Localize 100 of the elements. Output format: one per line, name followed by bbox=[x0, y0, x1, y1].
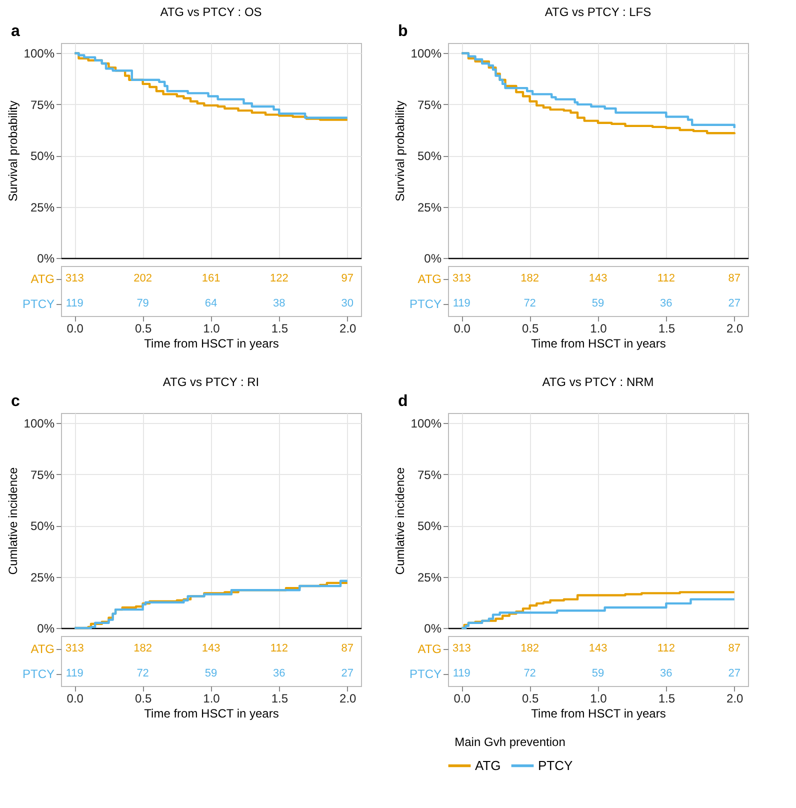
y-tick-label: 75% bbox=[417, 98, 442, 112]
y-axis-title: Survival probability bbox=[6, 100, 20, 202]
x-tick-label: 2.0 bbox=[726, 322, 744, 336]
text: ATG bbox=[30, 272, 54, 286]
x-axis-title: Time from HSCT in years bbox=[144, 336, 279, 350]
text: 119 bbox=[66, 298, 84, 310]
text: c bbox=[11, 393, 20, 410]
x-tick-label: 1.5 bbox=[658, 692, 676, 706]
x-tick-label: 0.5 bbox=[522, 322, 539, 336]
y-axis-title: Survival probability bbox=[392, 100, 407, 202]
y-tick-label: 75% bbox=[417, 468, 442, 482]
y-tick-label: 50% bbox=[30, 519, 55, 534]
text: 72 bbox=[524, 298, 536, 310]
text: 119 bbox=[452, 668, 470, 680]
y-tick-label: 50% bbox=[417, 149, 442, 164]
text: 119 bbox=[452, 298, 470, 310]
y-tick-label: 50% bbox=[417, 519, 442, 534]
text: 182 bbox=[520, 642, 539, 654]
text: 313 bbox=[452, 272, 471, 284]
x-tick-label: 0.5 bbox=[522, 692, 539, 706]
x-axis-title: Time from HSCT in years bbox=[531, 706, 666, 720]
x-tick-label: 1.0 bbox=[590, 692, 608, 706]
legend-label: ATG bbox=[475, 758, 501, 773]
y-tick-label: 25% bbox=[417, 200, 442, 214]
text: 59 bbox=[592, 668, 604, 680]
chart-title: ATG vs PTCY : NRM bbox=[542, 375, 654, 389]
y-tick-label: 100% bbox=[410, 416, 442, 431]
text: 59 bbox=[204, 668, 218, 680]
x-tick-label: 1.0 bbox=[203, 692, 220, 706]
text: ATG bbox=[418, 642, 442, 656]
text: 30 bbox=[341, 298, 354, 310]
y-tick-label: 0% bbox=[37, 622, 55, 636]
x-tick-label: 0.5 bbox=[134, 692, 152, 706]
x-tick-label: 1.0 bbox=[203, 322, 220, 336]
text: 27 bbox=[728, 668, 740, 680]
text: 72 bbox=[136, 668, 149, 680]
text: 27 bbox=[728, 298, 740, 310]
text: d bbox=[398, 393, 408, 410]
x-tick-label: 0.0 bbox=[66, 322, 84, 336]
chart-title: ATG vs PTCY : OS bbox=[160, 5, 262, 19]
y-tick-label: 25% bbox=[30, 570, 55, 584]
text: 59 bbox=[592, 298, 604, 310]
x-axis-title: Time from HSCT in years bbox=[531, 336, 666, 350]
text: 64 bbox=[204, 298, 218, 310]
y-tick-label: 0% bbox=[37, 252, 55, 266]
x-tick-label: 2.0 bbox=[726, 692, 744, 706]
text: 143 bbox=[588, 272, 608, 284]
legend-label: PTCY bbox=[538, 758, 573, 773]
x-tick-label: 1.5 bbox=[271, 692, 288, 706]
text: 202 bbox=[134, 272, 152, 284]
text: PTCY bbox=[409, 297, 442, 311]
y-tick-label: 0% bbox=[424, 622, 442, 636]
y-tick-label: 75% bbox=[30, 98, 55, 112]
text: 87 bbox=[728, 272, 740, 284]
x-tick-label: 2.0 bbox=[340, 322, 357, 336]
y-tick-label: 75% bbox=[30, 468, 55, 482]
text: b bbox=[398, 23, 408, 40]
x-tick-label: 0.0 bbox=[454, 692, 471, 706]
legend-title: Main Gvh prevention bbox=[454, 735, 566, 749]
text: 143 bbox=[588, 642, 608, 654]
text: 36 bbox=[660, 668, 672, 680]
text: 87 bbox=[341, 642, 354, 654]
y-tick-label: 50% bbox=[30, 149, 55, 164]
y-tick-label: 0% bbox=[424, 252, 442, 266]
text: 112 bbox=[657, 642, 675, 654]
text: PTCY bbox=[22, 297, 54, 311]
text: 313 bbox=[65, 272, 84, 284]
text: 161 bbox=[202, 272, 220, 284]
text: 143 bbox=[202, 642, 220, 654]
text: 122 bbox=[270, 272, 288, 284]
text: 119 bbox=[66, 668, 84, 680]
x-tick-label: 1.5 bbox=[271, 322, 288, 336]
y-tick-label: 100% bbox=[24, 416, 55, 431]
text: 87 bbox=[728, 642, 740, 654]
text: 27 bbox=[341, 668, 354, 680]
text: a bbox=[11, 23, 20, 40]
chart-title: ATG vs PTCY : RI bbox=[162, 375, 260, 389]
x-axis-title: Time from HSCT in years bbox=[144, 706, 279, 720]
chart-title: ATG vs PTCY : LFS bbox=[544, 5, 652, 19]
text: PTCY bbox=[22, 667, 54, 681]
text: 79 bbox=[136, 298, 149, 310]
x-tick-label: 1.5 bbox=[658, 322, 676, 336]
x-tick-label: 0.0 bbox=[66, 692, 84, 706]
x-tick-label: 0.0 bbox=[454, 322, 471, 336]
text: ATG bbox=[30, 642, 54, 656]
text: 313 bbox=[452, 642, 471, 654]
text: PTCY bbox=[409, 667, 442, 681]
x-tick-label: 1.0 bbox=[590, 322, 608, 336]
y-tick-label: 100% bbox=[410, 46, 442, 61]
text: 313 bbox=[65, 642, 84, 654]
text: 112 bbox=[657, 272, 675, 284]
text: 97 bbox=[341, 272, 354, 284]
text: 36 bbox=[273, 668, 286, 680]
y-axis-title: Cumlative incidence bbox=[6, 466, 20, 575]
text: 182 bbox=[520, 272, 539, 284]
y-tick-label: 25% bbox=[30, 200, 55, 214]
text: 112 bbox=[270, 642, 288, 654]
y-tick-label: 25% bbox=[417, 570, 442, 584]
x-tick-label: 2.0 bbox=[340, 692, 357, 706]
text: 36 bbox=[660, 298, 672, 310]
